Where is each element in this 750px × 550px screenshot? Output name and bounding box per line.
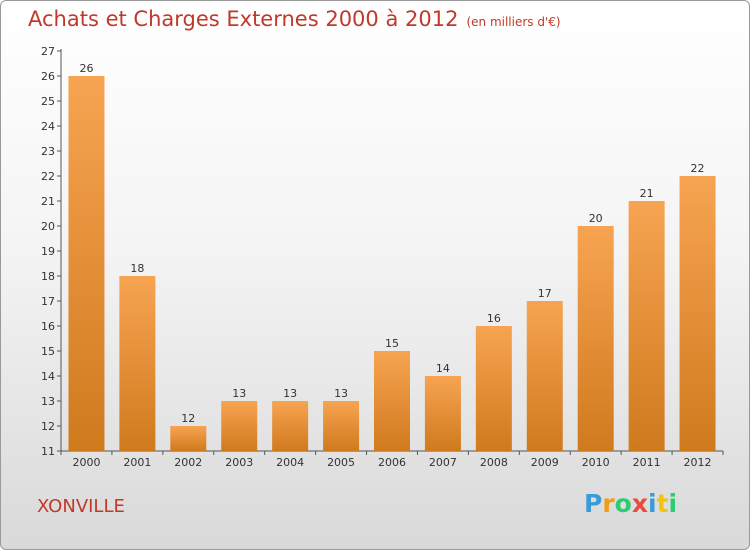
- bar-2011: [628, 201, 665, 451]
- y-tick-label: 18: [41, 270, 55, 283]
- y-tick-label: 20: [41, 220, 55, 233]
- bar-2006: [374, 351, 410, 451]
- x-tick-label: 2000: [72, 456, 100, 469]
- axes: 11 12 13 14 15 16 17 18 19 20 21 22 23 24 25 26 27: [41, 45, 724, 458]
- y-tick-label: 27: [41, 45, 55, 58]
- bar-2003: [221, 401, 258, 451]
- x-tick-label: 2006: [378, 456, 406, 469]
- chart-title: Achats et Charges Externes 2000 à 2012 (e…: [28, 7, 561, 31]
- x-tick-label: 2011: [633, 456, 661, 469]
- x-tick-label: 2009: [531, 456, 559, 469]
- y-tick-label: 23: [41, 145, 55, 158]
- chart-unit: (en milliers d'€): [466, 15, 561, 29]
- data-label-2010: 20: [589, 212, 603, 225]
- data-label-2012: 22: [691, 162, 705, 175]
- x-tick-label: 2007: [429, 456, 457, 469]
- x-tick-label: 2008: [480, 456, 508, 469]
- x-tick-label: 2005: [327, 456, 355, 469]
- y-tick-label: 24: [41, 120, 55, 133]
- y-tick-label: 14: [41, 370, 55, 383]
- x-tick-label: 2012: [684, 456, 712, 469]
- bars: [68, 76, 716, 451]
- y-tick-label: 15: [41, 345, 55, 358]
- bar-2008: [475, 326, 512, 451]
- data-label-2002: 12: [181, 412, 195, 425]
- x-tick-label: 2001: [123, 456, 151, 469]
- data-label-2003: 13: [232, 387, 246, 400]
- data-label-2009: 17: [538, 287, 552, 300]
- y-tick-label: 19: [41, 245, 55, 258]
- logo-letter: o: [614, 489, 632, 518]
- bar-2009: [526, 301, 563, 451]
- x-tick-label: 2010: [582, 456, 610, 469]
- data-label-2006: 15: [385, 337, 399, 350]
- x-tick-label: 2003: [225, 456, 253, 469]
- data-label-2008: 16: [487, 312, 501, 325]
- logo-letter: i: [668, 489, 678, 518]
- commune-name: XONVILLE: [37, 496, 125, 517]
- data-label-2011: 21: [640, 187, 654, 200]
- y-tick-label: 12: [41, 420, 55, 433]
- logo-letter: P: [584, 489, 603, 518]
- y-tick-label: 26: [41, 70, 55, 83]
- data-label-2005: 13: [334, 387, 348, 400]
- data-label-2001: 18: [130, 262, 144, 275]
- bar-2012: [679, 176, 716, 451]
- chart-title-text: Achats et Charges Externes 2000 à 2012: [28, 7, 459, 31]
- bar-2000: [68, 76, 105, 451]
- data-label-2004: 13: [283, 387, 297, 400]
- data-label-2000: 26: [79, 62, 93, 75]
- bar-2004: [272, 401, 309, 451]
- y-tick-label: 16: [41, 320, 55, 333]
- bar-2001: [119, 276, 156, 451]
- y-tick-label: 13: [41, 395, 55, 408]
- y-tick-label: 17: [41, 295, 55, 308]
- x-tick-label: 2002: [174, 456, 202, 469]
- bar-2007: [424, 376, 461, 451]
- y-tick-label: 21: [41, 195, 55, 208]
- bar-2005: [323, 401, 360, 451]
- bar-2010: [577, 226, 614, 451]
- logo-letter: t: [656, 489, 669, 518]
- y-tick-label: 11: [41, 445, 55, 458]
- proxiti-logo: Proxiti: [584, 489, 677, 518]
- data-label-2007: 14: [436, 362, 450, 375]
- y-tick-label: 22: [41, 170, 55, 183]
- logo-letter: x: [631, 489, 648, 518]
- x-tick-label: 2004: [276, 456, 304, 469]
- labels: 2000 26 2001 18 2002 12 2003 13 2004 13 2005 13 2006…: [72, 62, 711, 469]
- y-tick-label: 25: [41, 95, 55, 108]
- bar-2002: [170, 426, 207, 451]
- logo-letter: i: [648, 489, 657, 518]
- logo-letter: r: [602, 489, 615, 518]
